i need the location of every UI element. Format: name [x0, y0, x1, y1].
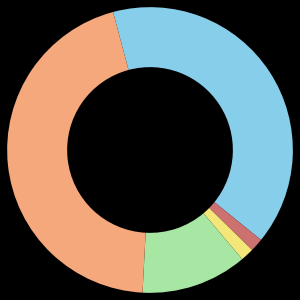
- Wedge shape: [142, 213, 242, 293]
- Wedge shape: [209, 202, 261, 250]
- Wedge shape: [203, 208, 252, 259]
- Wedge shape: [7, 12, 146, 293]
- Wedge shape: [113, 7, 293, 240]
